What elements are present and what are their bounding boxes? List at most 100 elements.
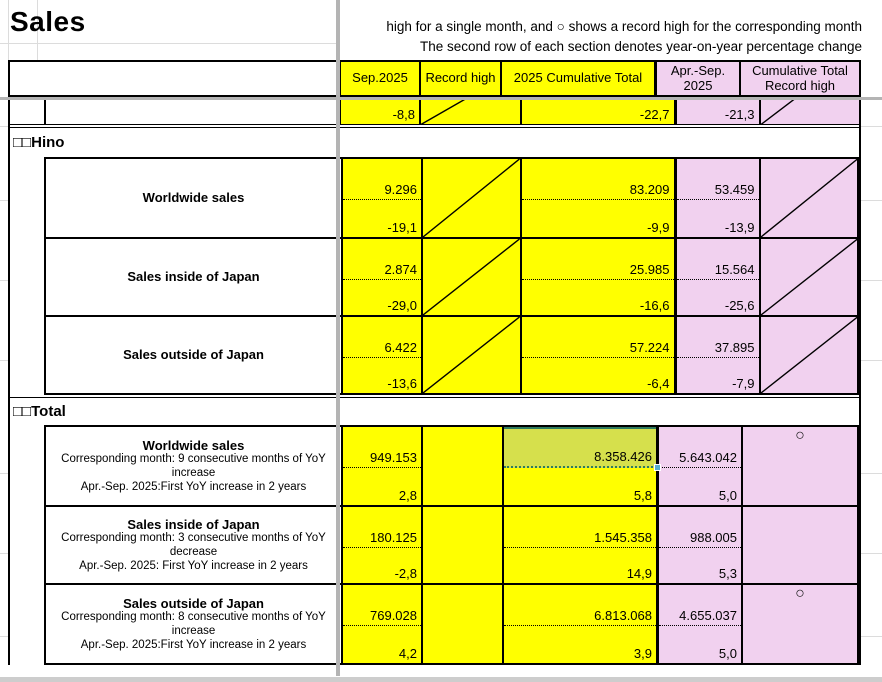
header-blank-cell[interactable]	[10, 62, 339, 95]
cumulative-value-cell[interactable]: 57.224 -6,4	[519, 317, 674, 393]
ctrh-na-cell[interactable]	[758, 239, 857, 315]
cumulative-value-cell-selected[interactable]: 8.358.426 5,8	[502, 427, 661, 505]
header-2025-cumulative-total[interactable]: 2025 Cumulative Total	[500, 62, 654, 95]
value-yoy-pct: -13,6	[387, 376, 417, 391]
sep-value-cell[interactable]: 949.153 2,8	[341, 427, 421, 505]
sheet-gridline	[861, 636, 882, 637]
apr-sep-value-cell[interactable]: 53.459 -13,9	[673, 159, 759, 237]
record-high-empty-cell[interactable]	[421, 427, 502, 505]
row-note-1: Corresponding month: 9 consecutive month…	[61, 453, 326, 480]
record-high-na-cell[interactable]	[421, 159, 520, 237]
row-label: Sales outside of Japan	[123, 347, 264, 363]
value-yoy-pct: 2,8	[398, 488, 417, 503]
cumulative-value-cell[interactable]: 6.813.068 3,9	[502, 585, 656, 663]
apr-sep-value-cell[interactable]: 988.005 5,3	[656, 507, 741, 583]
table-row: Sales outside of Japan Corresponding mon…	[46, 583, 857, 663]
value-apr-sep: 5.643.042	[659, 427, 741, 468]
record-high-empty-cell[interactable]	[421, 585, 502, 663]
fill-handle[interactable]	[654, 464, 661, 471]
value-current-month: 9.296	[343, 159, 421, 200]
ctrh-na-cell[interactable]	[758, 159, 857, 237]
row-label-cell[interactable]: Worldwide sales Corresponding month: 9 c…	[46, 427, 341, 505]
sep-value-cell[interactable]: 2.874 -29,0	[341, 239, 421, 315]
header-apr-sep-2025[interactable]: Apr.-Sep. 2025	[654, 62, 739, 95]
header-cumulative-record-high[interactable]: Cumulative Total Record high	[739, 62, 859, 95]
value-apr-sep-pct: 5,0	[718, 488, 737, 503]
row-note-2: Apr.-Sep. 2025:First YoY increase in 2 y…	[80, 480, 307, 493]
row-label-cell[interactable]: Worldwide sales	[46, 159, 341, 237]
value-current-month: 949.153	[343, 427, 421, 468]
row-label-cell[interactable]: Sales inside of Japan Corresponding mont…	[46, 507, 341, 583]
value-yoy-pct: 4,2	[398, 646, 417, 661]
table-row: Worldwide sales 9.296 -19,1 83.209 -9,9 …	[46, 159, 857, 237]
apr-sep-value-cell[interactable]: 37.895 -7,9	[673, 317, 759, 393]
selected-cell[interactable]: 8.358.426	[504, 427, 661, 471]
freeze-pane-horizontal-divider[interactable]	[0, 97, 882, 100]
value-cumulative-pct: -16,6	[639, 298, 670, 313]
value-apr-sep: 53.459	[676, 159, 759, 200]
value-cumulative-pct: 14,9	[626, 566, 652, 581]
apr-sep-value-cell[interactable]: 4.655.037 5,0	[656, 585, 741, 663]
sheet-gridline	[0, 43, 337, 44]
record-high-empty-cell[interactable]	[421, 507, 502, 583]
sep-value-cell[interactable]: 769.028 4,2	[341, 585, 421, 663]
value-cumulative-pct: 3,9	[633, 646, 652, 661]
value-cumulative: 6.813.068	[504, 585, 656, 626]
header-record-high[interactable]: Record high	[419, 62, 500, 95]
value-current-month: 769.028	[343, 585, 421, 626]
partial-label-cell[interactable]	[10, 100, 339, 124]
sep-value-cell[interactable]: 6.422 -13,6	[341, 317, 421, 393]
cumulative-value-cell[interactable]: 1.545.358 14,9	[502, 507, 656, 583]
partial-ctrh-diagonal-cell[interactable]	[758, 100, 859, 124]
row-label-cell[interactable]: Sales outside of Japan Corresponding mon…	[46, 585, 341, 663]
cumulative-value-cell[interactable]: 25.985 -16,6	[519, 239, 674, 315]
row-label-cell[interactable]: Sales outside of Japan	[46, 317, 341, 393]
sep-value-cell[interactable]: 9.296 -19,1	[341, 159, 421, 237]
record-high-na-cell[interactable]	[421, 239, 520, 315]
record-high-na-cell[interactable]	[421, 317, 520, 393]
value-current-month: 6.422	[343, 317, 421, 358]
sheet-gridline	[861, 280, 882, 281]
section-header-hino[interactable]: □□Hino	[10, 128, 859, 157]
value-apr-sep-pct: -13,9	[724, 220, 755, 235]
table-row: Sales inside of Japan 2.874 -29,0 25.985…	[46, 237, 857, 315]
value-current-month: 180.125	[343, 507, 421, 548]
table-row: Sales outside of Japan 6.422 -13,6 57.22…	[46, 315, 857, 393]
section-divider-double-line	[10, 124, 859, 128]
table-row: Sales inside of Japan Corresponding mont…	[46, 505, 857, 583]
partial-apr-sep-pct-cell[interactable]: -21,3	[673, 100, 759, 124]
ctrh-mark-cell[interactable]: ○	[741, 427, 857, 505]
partial-cumulative-pct-cell[interactable]: -22,7	[519, 100, 674, 124]
apr-sep-value-cell[interactable]: 5.643.042 5,0	[656, 427, 741, 505]
header-apr-sep-line1: Apr.-Sep.	[670, 62, 726, 78]
value-yoy-pct: -19,1	[387, 220, 417, 235]
sheet-gridline	[8, 0, 9, 60]
sep-value-cell[interactable]: 180.125 -2,8	[341, 507, 421, 583]
ctrh-mark-cell[interactable]: ○	[741, 585, 857, 663]
row-label: Sales inside of Japan	[127, 269, 260, 285]
header-ctrh-line2: Record high	[764, 77, 836, 93]
value-yoy-pct: -2,8	[394, 566, 417, 581]
value-apr-sep-pct: -25,6	[724, 298, 755, 313]
row-label: Worldwide sales	[142, 437, 245, 453]
total-section-box: Worldwide sales Corresponding month: 9 c…	[44, 425, 859, 665]
ctrh-mark-cell[interactable]	[741, 507, 857, 583]
sales-table: Sep.2025 Record high 2025 Cumulative Tot…	[8, 60, 861, 665]
ctrh-na-cell[interactable]	[758, 317, 857, 393]
row-label-cell[interactable]: Sales inside of Japan	[46, 239, 341, 315]
partial-sep-pct-cell[interactable]: -8,8	[339, 100, 419, 124]
row-note-2: Apr.-Sep. 2025:First YoY increase in 2 y…	[80, 638, 307, 651]
hino-section-box: Worldwide sales 9.296 -19,1 83.209 -9,9 …	[44, 157, 859, 395]
sheet-gridline	[0, 126, 8, 127]
sheet-gridline	[861, 126, 882, 127]
value-cumulative-pct: -6,4	[647, 376, 670, 391]
partial-record-high-diagonal-cell[interactable]	[419, 100, 520, 124]
apr-sep-value-cell[interactable]: 15.564 -25,6	[673, 239, 759, 315]
row-label: Sales inside of Japan	[127, 516, 260, 532]
value-cumulative: 83.209	[521, 159, 674, 200]
cumulative-value-cell[interactable]: 83.209 -9,9	[519, 159, 674, 237]
header-sep-2025[interactable]: Sep.2025	[339, 62, 419, 95]
section-header-total[interactable]: □□Total	[10, 398, 859, 425]
freeze-pane-vertical-divider[interactable]	[336, 0, 340, 676]
value-apr-sep: 15.564	[676, 239, 759, 280]
